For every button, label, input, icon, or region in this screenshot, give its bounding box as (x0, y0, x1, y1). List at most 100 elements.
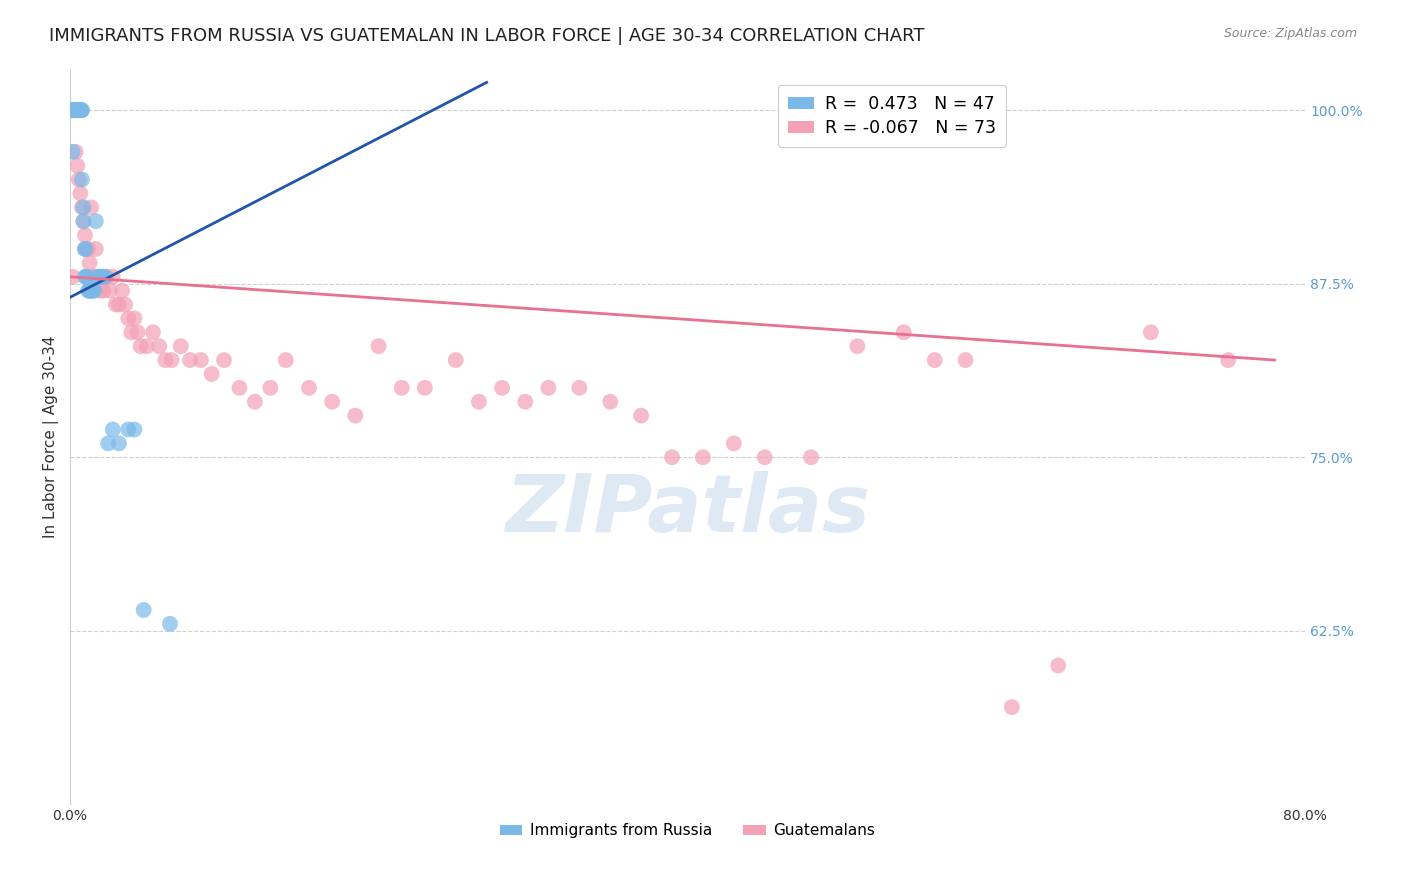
Point (65, 145, 87, 159)
Point (955, 353, 977, 368)
Point (893, 326, 915, 340)
Point (135, 339, 157, 353)
Point (70, 200, 93, 214)
Point (800, 450, 823, 465)
Point (1140, 326, 1163, 340)
Point (67, 103, 90, 118)
Point (89, 269, 111, 284)
Point (63, 103, 86, 118)
Point (70, 103, 93, 118)
Point (630, 409, 652, 423)
Point (298, 381, 321, 395)
Point (413, 381, 436, 395)
Point (60, 103, 83, 118)
Point (148, 339, 170, 353)
Point (661, 450, 683, 465)
Point (129, 339, 152, 353)
Point (63, 103, 86, 118)
Point (69, 103, 91, 118)
Point (104, 297, 127, 311)
Point (72, 214, 94, 228)
Point (69, 103, 91, 118)
Text: IMMIGRANTS FROM RUSSIA VS GUATEMALAN IN LABOR FORCE | AGE 30-34 CORRELATION CHAR: IMMIGRANTS FROM RUSSIA VS GUATEMALAN IN … (49, 27, 925, 45)
Point (62, 145, 84, 159)
Point (94, 269, 117, 284)
Point (69, 186, 91, 201)
Point (274, 353, 297, 368)
Point (77, 242, 100, 256)
Point (754, 450, 776, 465)
Point (468, 394, 491, 409)
Point (160, 353, 183, 368)
Point (86, 269, 108, 284)
Point (72, 200, 94, 214)
Point (599, 394, 621, 409)
Point (155, 353, 177, 368)
Point (66, 103, 89, 118)
Point (96, 269, 118, 284)
Point (132, 603, 155, 617)
Point (101, 422, 124, 436)
Point (67, 172, 90, 186)
Point (62, 103, 84, 118)
Point (321, 394, 343, 409)
Point (91, 269, 114, 284)
Point (76, 269, 98, 284)
Point (391, 381, 413, 395)
Point (344, 409, 367, 423)
Point (80, 200, 103, 214)
Point (97, 436, 120, 450)
Point (179, 353, 201, 368)
Point (84, 214, 107, 228)
Point (1047, 658, 1070, 673)
Point (73, 242, 96, 256)
Point (846, 339, 869, 353)
Point (89, 284, 111, 298)
Point (66, 159, 89, 173)
Point (84, 242, 107, 256)
Point (86, 269, 108, 284)
Point (491, 381, 513, 395)
Point (568, 381, 591, 395)
Point (76, 242, 98, 256)
Point (212, 353, 235, 368)
Point (117, 311, 139, 326)
Point (537, 381, 560, 395)
Point (66, 103, 89, 118)
Point (76, 269, 98, 284)
Point (69, 103, 91, 118)
Point (190, 353, 212, 368)
Point (692, 450, 714, 465)
Y-axis label: In Labor Force | Age 30-34: In Labor Force | Age 30-34 (44, 335, 59, 538)
Point (444, 353, 467, 368)
Legend: Immigrants from Russia, Guatemalans: Immigrants from Russia, Guatemalans (494, 817, 882, 845)
Point (243, 394, 266, 409)
Point (924, 353, 946, 368)
Point (70, 103, 93, 118)
Point (124, 422, 146, 436)
Point (70, 172, 93, 186)
Point (80, 284, 103, 298)
Point (120, 326, 142, 340)
Point (111, 284, 134, 298)
Point (83, 269, 105, 284)
Point (1001, 700, 1024, 714)
Point (93, 284, 115, 298)
Text: ZIPatlas: ZIPatlas (505, 471, 870, 549)
Point (65, 103, 87, 118)
Point (259, 381, 281, 395)
Point (117, 422, 139, 436)
Point (723, 436, 745, 450)
Point (73, 242, 96, 256)
Point (60, 103, 83, 118)
Point (69, 103, 91, 118)
Point (228, 381, 250, 395)
Point (367, 339, 389, 353)
Point (67, 103, 90, 118)
Point (142, 326, 165, 340)
Point (67, 103, 90, 118)
Point (127, 326, 149, 340)
Point (79, 284, 101, 298)
Point (87, 269, 110, 284)
Point (65, 103, 87, 118)
